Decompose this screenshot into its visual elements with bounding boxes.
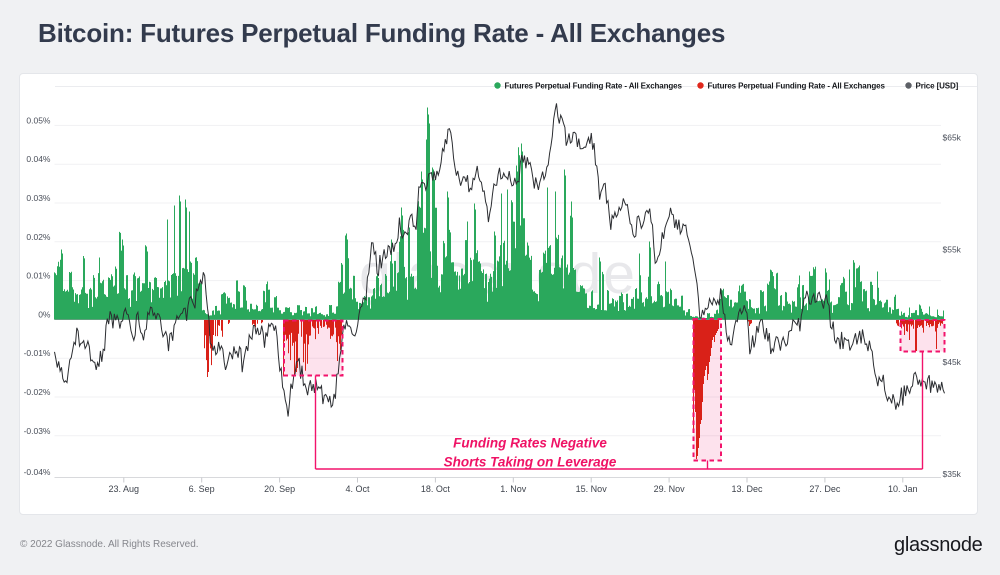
svg-text:-0.03%: -0.03% [24, 426, 51, 436]
svg-text:13. Dec: 13. Dec [731, 484, 763, 494]
svg-text:Funding Rates Negative: Funding Rates Negative [453, 436, 607, 451]
svg-text:10. Jan: 10. Jan [888, 484, 918, 494]
svg-text:23. Aug: 23. Aug [109, 484, 140, 494]
svg-text:29. Nov: 29. Nov [654, 484, 686, 494]
svg-text:$65k: $65k [943, 133, 962, 143]
svg-text:-0.01%: -0.01% [24, 348, 51, 358]
svg-text:$35k: $35k [943, 469, 962, 479]
svg-text:27. Dec: 27. Dec [809, 484, 841, 494]
svg-text:4. Oct: 4. Oct [345, 484, 370, 494]
svg-text:1. Nov: 1. Nov [500, 484, 527, 494]
svg-text:0.04%: 0.04% [26, 154, 51, 164]
svg-text:Shorts Taking on Leverage: Shorts Taking on Leverage [444, 455, 617, 470]
svg-text:Price [USD]: Price [USD] [916, 82, 959, 91]
svg-text:Futures Perpetual Funding Rate: Futures Perpetual Funding Rate - All Exc… [708, 82, 886, 91]
svg-text:0.03%: 0.03% [26, 193, 51, 203]
svg-text:0.01%: 0.01% [26, 271, 51, 281]
svg-text:0.05%: 0.05% [26, 115, 51, 125]
svg-text:$45k: $45k [943, 357, 962, 367]
svg-text:0.02%: 0.02% [26, 232, 51, 242]
svg-text:-0.04%: -0.04% [24, 467, 51, 477]
svg-text:15. Nov: 15. Nov [576, 484, 608, 494]
svg-text:$55k: $55k [943, 245, 962, 255]
svg-text:Futures Perpetual Funding Rate: Futures Perpetual Funding Rate - All Exc… [505, 82, 683, 91]
svg-text:-0.02%: -0.02% [24, 387, 51, 397]
svg-text:18. Oct: 18. Oct [421, 484, 451, 494]
svg-text:6. Sep: 6. Sep [189, 484, 215, 494]
svg-text:20. Sep: 20. Sep [264, 484, 295, 494]
svg-text:0%: 0% [38, 309, 51, 319]
